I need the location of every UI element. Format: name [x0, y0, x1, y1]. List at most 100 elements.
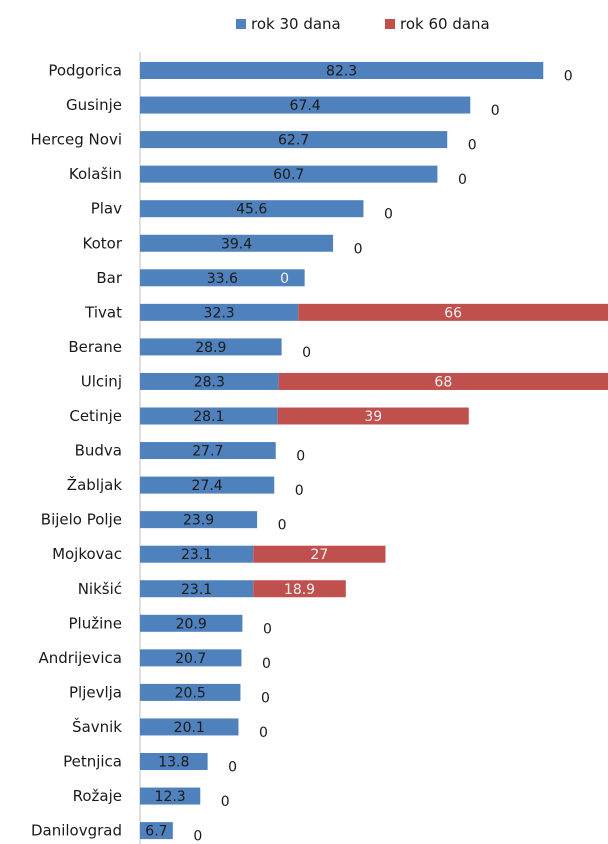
bar-rok-30-dana — [140, 303, 299, 321]
data-label-rok-30-dana: 62.7 — [278, 133, 309, 149]
bar-row-ulcinj: Ulcinj 28.3 68 — [81, 372, 608, 390]
bar-rok-30-dana — [140, 476, 275, 494]
data-label-rok-60-dana: 68 — [434, 374, 452, 390]
bar-rok-30-dana — [140, 511, 258, 529]
legend-entry-rok-60-dana: rok 60 dana — [400, 15, 490, 33]
data-label-rok-60-dana: 0 — [259, 725, 268, 741]
data-label-rok-30-dana: 23.9 — [183, 513, 214, 529]
bar-row-pljevlja: Pljevlja 20.5 0 — [69, 683, 270, 706]
bar-rok-30-dana — [140, 787, 201, 805]
data-label-rok-60-dana: 0 — [491, 103, 500, 119]
bar-rok-30-dana — [140, 338, 282, 356]
bars-group: Podgorica 82.3 0 Gusinje 67.4 0 Herceg Novi 62.… — [30, 62, 608, 844]
bar-rok-60-dana — [278, 372, 608, 390]
category-label: Pljevlja — [69, 683, 122, 701]
bar-rok-30-dana — [140, 442, 276, 460]
bar-row-bijelo-polje: Bijelo Polje 23.9 0 — [41, 511, 287, 534]
data-label-rok-30-dana: 82.3 — [326, 64, 357, 80]
data-label-rok-60-dana: 0 — [278, 518, 287, 534]
bar-row-danilovgrad: Danilovgrad 6.7 0 — [31, 822, 202, 844]
bar-rok-30-dana — [140, 234, 334, 252]
category-label: Petnjica — [63, 753, 122, 771]
bar-row-pluzine: Plužine 20.9 0 — [69, 614, 272, 637]
category-label: Kotor — [83, 234, 123, 252]
bar-rok-60-dana — [253, 545, 386, 563]
bar-rok-30-dana — [140, 372, 279, 390]
data-label-rok-60-dana: 0 — [302, 345, 311, 361]
bar-row-zabljak: Žabljak 27.4 0 — [67, 475, 304, 499]
data-label-rok-30-dana: 27.7 — [192, 444, 223, 460]
category-label: Budva — [75, 442, 122, 460]
data-label-rok-30-dana: 39.4 — [221, 236, 252, 252]
data-label-rok-60-dana: 0 — [228, 760, 237, 776]
bar-row-niksic: Nikšić 23.1 18.9 — [78, 580, 346, 598]
data-label-rok-60-dana: 0 — [193, 829, 202, 844]
bar-row-bar: Bar 33.6 0 — [96, 269, 305, 287]
category-label: Žabljak — [67, 475, 123, 494]
bar-row-podgorica: Podgorica 82.3 0 — [48, 62, 572, 85]
bar-rok-30-dana — [140, 649, 242, 667]
data-label-rok-60-dana: 27 — [310, 547, 328, 563]
category-label: Andrijevica — [38, 649, 122, 667]
bar-row-herceg-novi: Herceg Novi 62.7 0 — [30, 131, 476, 154]
data-label-rok-60-dana: 0 — [564, 69, 573, 85]
category-label: Bijelo Polje — [41, 511, 122, 529]
bar-row-savnik: Šavnik 20.1 0 — [72, 717, 268, 741]
category-label: Bar — [96, 269, 122, 287]
bar-row-rozaje: Rožaje 12.3 0 — [73, 787, 230, 810]
bar-rok-30-dana — [140, 822, 173, 840]
category-label: Kolašin — [69, 165, 122, 183]
bar-row-mojkovac: Mojkovac 23.1 27 — [52, 545, 386, 563]
data-label-rok-60-dana: 0 — [384, 207, 393, 223]
bar-row-cetinje: Cetinje 28.1 39 — [69, 407, 469, 425]
data-label-rok-30-dana: 32.3 — [204, 305, 235, 321]
bar-rok-60-dana — [298, 303, 608, 321]
data-label-rok-30-dana: 20.9 — [176, 616, 207, 632]
data-label-rok-60-dana: 0 — [468, 138, 477, 154]
bar-rok-30-dana — [140, 269, 305, 287]
data-label-rok-30-dana: 33.6 — [207, 271, 238, 287]
data-label-rok-60-dana: 66 — [444, 305, 462, 321]
category-label: Danilovgrad — [31, 822, 122, 840]
bar-rok-60-dana — [253, 580, 346, 598]
data-label-rok-60-dana: 39 — [364, 409, 382, 425]
bar-row-plav: Plav 45.6 0 — [91, 200, 393, 223]
bar-rok-30-dana — [140, 683, 241, 701]
bar-rok-30-dana — [140, 614, 243, 632]
legend-entry-rok-30-dana: rok 30 dana — [251, 15, 341, 33]
legend-swatch-rok-60-dana — [385, 19, 395, 29]
bar-row-berane: Berane 28.9 0 — [68, 338, 311, 361]
data-label-rok-30-dana: 20.5 — [175, 685, 206, 701]
category-label: Plav — [91, 200, 122, 218]
bar-rok-30-dana — [140, 62, 544, 79]
bar-row-tivat: Tivat 32.3 66 — [84, 303, 608, 321]
category-label: Cetinje — [69, 407, 122, 425]
bar-row-gusinje: Gusinje 67.4 0 — [66, 96, 500, 119]
data-label-rok-30-dana: 28.3 — [194, 374, 225, 390]
category-label: Mojkovac — [52, 545, 122, 563]
data-label-rok-30-dana: 28.1 — [193, 409, 224, 425]
category-label: Berane — [68, 338, 122, 356]
category-label: Rožaje — [73, 787, 122, 805]
data-label-rok-30-dana: 20.1 — [174, 720, 205, 736]
data-label-rok-30-dana: 45.6 — [236, 202, 267, 218]
data-label-rok-30-dana: 12.3 — [155, 789, 186, 805]
legend: rok 30 dana rok 60 dana — [236, 15, 490, 33]
data-label-rok-60-dana: 18.9 — [284, 582, 315, 598]
category-label: Šavnik — [72, 717, 122, 736]
category-label: Herceg Novi — [30, 131, 122, 149]
category-label: Tivat — [84, 303, 122, 321]
data-label-rok-60-dana: 0 — [296, 449, 305, 465]
bar-rok-30-dana — [140, 545, 254, 563]
data-label-rok-30-dana: 67.4 — [290, 98, 321, 114]
data-label-rok-60-dana: 0 — [221, 794, 230, 810]
data-label-rok-60-dana: 0 — [354, 241, 363, 257]
bar-rok-30-dana — [140, 200, 364, 218]
bar-rok-30-dana — [140, 165, 438, 183]
bar-rok-60-dana — [277, 407, 469, 425]
bar-rok-30-dana — [140, 718, 239, 736]
data-label-rok-30-dana: 23.1 — [181, 582, 212, 598]
category-label: Podgorica — [48, 62, 122, 80]
data-label-rok-60-dana: 0 — [263, 621, 272, 637]
data-label-rok-30-dana: 23.1 — [181, 547, 212, 563]
